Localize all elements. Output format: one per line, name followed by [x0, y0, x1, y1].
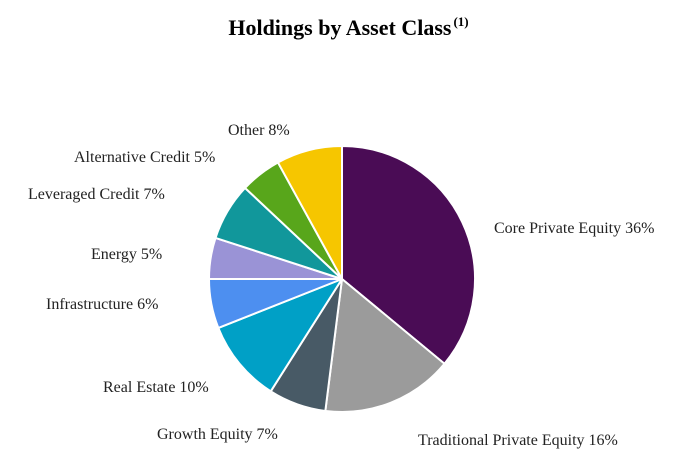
slice-label-infrastructure: Infrastructure 6%	[46, 296, 158, 313]
slice-label-traditional-private-equity: Traditional Private Equity 16%	[418, 432, 618, 449]
chart-title: Holdings by Asset Class (1)	[0, 14, 697, 41]
slice-label-core-private-equity: Core Private Equity 36%	[494, 220, 654, 237]
chart-title-footnote: (1)	[453, 14, 469, 29]
pie-labels: Core Private Equity 36% Traditional Priva…	[28, 122, 654, 449]
chart-title-text: Holdings by Asset Class	[228, 15, 452, 40]
slice-label-growth-equity: Growth Equity 7%	[157, 426, 278, 443]
pie-slices	[208, 145, 476, 413]
pie-slice-core-private-equity	[341, 145, 476, 365]
slice-label-alternative-credit: Alternative Credit 5%	[74, 149, 215, 166]
slice-label-real-estate: Real Estate 10%	[103, 379, 209, 396]
slice-label-leveraged-credit: Leveraged Credit 7%	[28, 186, 165, 203]
pie-slice-other	[276, 145, 343, 280]
slice-label-energy: Energy 5%	[91, 246, 162, 263]
slice-label-other: Other 8%	[228, 122, 290, 139]
pie-slice-real-estate	[217, 278, 343, 393]
pie-slice-traditional-private-equity	[324, 278, 446, 413]
